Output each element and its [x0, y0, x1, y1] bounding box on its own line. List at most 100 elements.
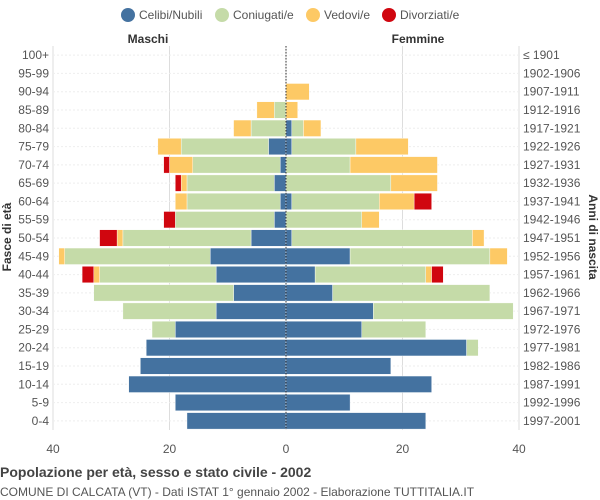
bar-female-coniugati-25-29: [361, 321, 427, 338]
bar-female-divorziati-60-64: [413, 192, 432, 210]
bar-female-vedovi-80-84: [303, 119, 322, 137]
bar-male-celibi-75-79: [268, 138, 287, 155]
bar-male-vedovi-70-74: [169, 156, 193, 174]
bar-male-celibi-70-74: [279, 156, 287, 174]
males-side-label: Maschi: [128, 32, 169, 46]
bar-male-divorziati-55-59: [163, 211, 176, 229]
birth-year-label-18: 1987-1991: [523, 377, 581, 391]
x-tick-label-3: 20: [396, 442, 410, 456]
bar-female-coniugati-20-24: [466, 339, 479, 357]
birth-year-label-6: 1927-1931: [523, 158, 581, 172]
legend: Celibi/Nubili Coniugati/e Vedovi/e Divorzia…: [121, 8, 460, 22]
bar-male-coniugati-80-84: [250, 119, 287, 137]
bar-male-coniugati-85-89: [274, 101, 287, 119]
bar-male-celibi-30-34: [215, 302, 287, 320]
age-label-10: 50-54: [18, 231, 49, 245]
females-side-label: Femmine: [392, 32, 445, 46]
birth-year-label-14: 1967-1971: [523, 304, 581, 318]
bar-female-coniugati-35-39: [332, 284, 491, 302]
bar-male-celibi-65-69: [274, 174, 287, 192]
age-label-17: 15-19: [18, 359, 49, 373]
bar-male-coniugati-65-69: [186, 174, 275, 192]
legend-swatch-1: [215, 8, 229, 22]
bar-male-coniugati-70-74: [192, 156, 281, 174]
bar-male-celibi-55-59: [274, 211, 287, 229]
bar-male-vedovi-75-79: [157, 138, 182, 155]
birth-year-label-4: 1917-1921: [523, 121, 581, 135]
bar-male-coniugati-35-39: [93, 284, 234, 302]
x-tick-label-2: 0: [283, 442, 290, 456]
birth-year-label-11: 1952-1956: [523, 249, 581, 263]
birth-year-label-8: 1937-1941: [523, 194, 581, 208]
bar-female-coniugati-30-34: [373, 302, 514, 320]
bar-male-celibi-45-49: [210, 247, 287, 265]
bar-male-coniugati-50-54: [122, 229, 252, 247]
bar-male-divorziati-50-54: [99, 229, 118, 247]
bar-female-vedovi-50-54: [472, 229, 485, 247]
bar-female-celibi-45-49: [285, 247, 351, 265]
bar-male-celibi-5-9: [175, 394, 287, 412]
birth-year-label-10: 1947-1951: [523, 231, 581, 245]
y-axis-label-left: Fasce di età: [0, 202, 14, 271]
age-label-14: 30-34: [18, 304, 49, 318]
bar-male-coniugati-30-34: [122, 302, 217, 320]
birth-year-label-1: 1902-1906: [523, 66, 581, 80]
bar-female-coniugati-40-44: [314, 266, 427, 284]
bar-male-coniugati-55-59: [175, 211, 275, 229]
chart-subtitle: COMUNE DI CALCATA (VT) - Dati ISTAT 1° g…: [0, 485, 475, 499]
x-axis-ticks: 40 20 0 20 40: [46, 442, 526, 456]
legend-swatch-0: [121, 8, 135, 22]
bar-male-coniugati-40-44: [99, 266, 217, 284]
bar-male-vedovi-60-64: [175, 192, 188, 210]
age-label-5: 75-79: [18, 140, 49, 154]
age-label-18: 10-14: [18, 377, 49, 391]
bar-female-coniugati-70-74: [285, 156, 351, 174]
bar-female-vedovi-60-64: [379, 192, 415, 210]
bar-female-celibi-30-34: [285, 302, 374, 320]
age-label-13: 35-39: [18, 286, 49, 300]
bar-female-coniugati-45-49: [349, 247, 491, 265]
legend-label-1: Coniugati/e: [233, 8, 294, 22]
bar-female-celibi-80-84: [285, 119, 293, 137]
bar-female-celibi-20-24: [285, 339, 467, 357]
bar-male-coniugati-45-49: [64, 247, 211, 265]
bar-male-vedovi-45-49: [58, 247, 65, 265]
bar-male-divorziati-40-44: [81, 266, 94, 284]
birth-year-label-19: 1992-1996: [523, 396, 581, 410]
bar-male-celibi-15-19: [140, 357, 287, 375]
age-label-2: 90-94: [18, 85, 49, 99]
bar-male-coniugati-75-79: [180, 138, 269, 155]
age-label-12: 40-44: [18, 268, 49, 282]
chart-title: Popolazione per età, sesso e stato civil…: [0, 464, 311, 480]
legend-label-3: Divorziati/e: [400, 8, 460, 22]
bar-female-coniugati-65-69: [285, 174, 392, 192]
age-group-labels: 100+ 95-99 90-94 85-89 80-84 75-79 70-74 65-69 6…: [18, 48, 49, 428]
age-label-7: 65-69: [18, 176, 49, 190]
bar-male-coniugati-60-64: [186, 192, 281, 210]
bar-female-celibi-60-64: [285, 192, 293, 210]
birth-year-labels: ≤ 1901 1902-1906 1907-1911 1912-1916 1917-19…: [523, 48, 581, 428]
bar-male-celibi-0-4: [186, 412, 287, 430]
bar-male-divorziati-65-69: [175, 174, 182, 192]
birth-year-label-7: 1932-1936: [523, 176, 581, 190]
bar-male-vedovi-50-54: [116, 229, 124, 247]
bar-female-celibi-75-79: [285, 138, 293, 155]
bar-female-coniugati-75-79: [291, 138, 357, 155]
birth-year-label-13: 1962-1966: [523, 286, 581, 300]
birth-year-label-3: 1912-1916: [523, 103, 581, 117]
birth-year-label-16: 1977-1981: [523, 341, 581, 355]
x-tick-label-4: 40: [512, 442, 526, 456]
bar-female-vedovi-65-69: [390, 174, 438, 192]
birth-year-label-5: 1922-1926: [523, 140, 581, 154]
bar-female-vedovi-85-89: [285, 101, 298, 119]
bar-female-celibi-50-54: [285, 229, 293, 247]
birth-year-label-17: 1982-1986: [523, 359, 581, 373]
birth-year-label-12: 1957-1961: [523, 268, 581, 282]
x-tick-label-0: 40: [46, 442, 60, 456]
x-tick-label-1: 20: [163, 442, 177, 456]
bar-female-celibi-35-39: [285, 284, 333, 302]
bar-male-celibi-10-14: [128, 375, 287, 393]
bar-male-vedovi-80-84: [233, 119, 252, 137]
bar-male-celibi-25-29: [175, 321, 287, 338]
